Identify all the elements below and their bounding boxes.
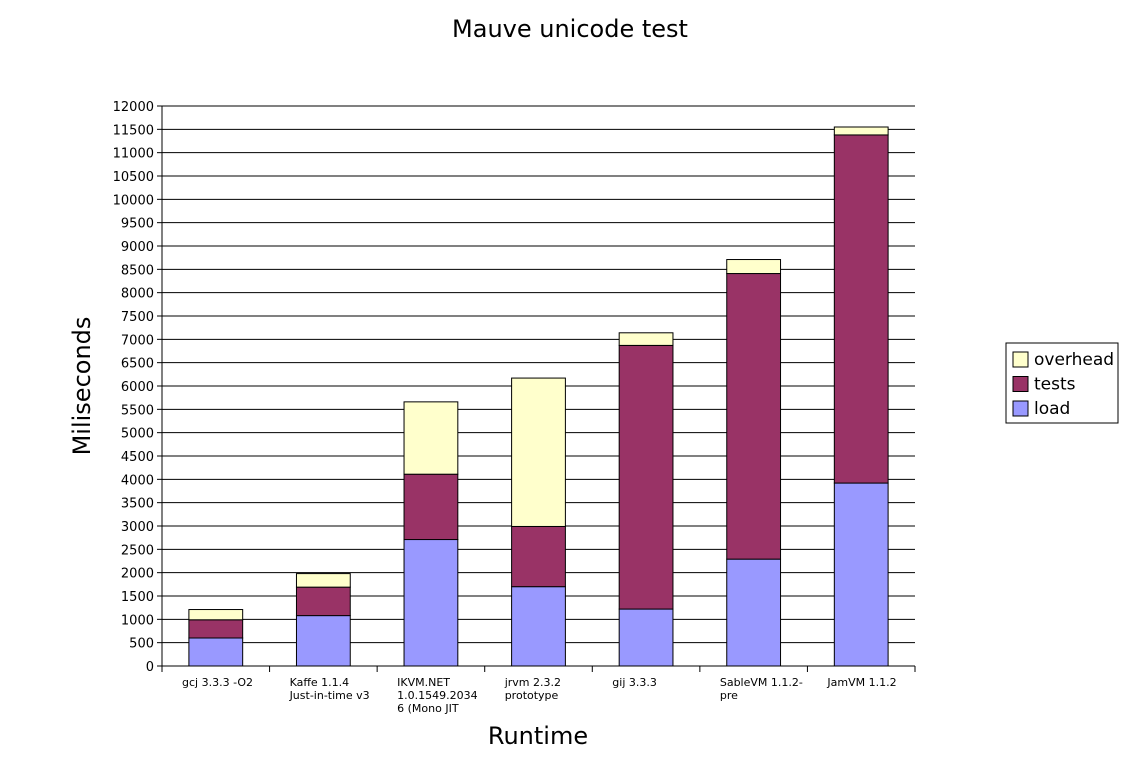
y-tick-label: 6000 — [121, 380, 154, 395]
y-tick-label: 7500 — [121, 310, 154, 325]
chart-title: Mauve unicode test — [452, 15, 688, 43]
legend-label-load: load — [1034, 399, 1070, 419]
y-axis-label: Miliseconds — [68, 317, 96, 456]
y-tick-label: 5500 — [121, 403, 154, 418]
bar-segment-tests — [511, 525, 566, 588]
y-tick-label: 11000 — [113, 147, 154, 162]
y-tick-label: 9500 — [121, 217, 154, 232]
x-axis-label: Runtime — [488, 722, 588, 750]
bar-segment-tests — [833, 134, 889, 484]
bar-segment-overhead — [295, 573, 351, 588]
x-category-label: SableVM 1.1.2-pre — [720, 676, 803, 702]
bar-segment-load — [618, 608, 674, 667]
legend-swatch-overhead — [1012, 351, 1029, 368]
y-tick-label: 3000 — [121, 520, 154, 535]
axes — [161, 106, 916, 672]
x-category-label: Kaffe 1.1.4 Just-in-time v3 — [289, 676, 370, 702]
x-category-label: JamVM 1.1.2 — [826, 676, 896, 689]
y-tick-label: 10000 — [113, 193, 154, 208]
bar-segment-overhead — [188, 609, 244, 621]
y-tick-label: 6500 — [121, 357, 154, 372]
bar-segment-overhead — [511, 377, 566, 527]
y-tick-label: 1500 — [121, 590, 154, 605]
bar-segment-load — [188, 637, 244, 667]
legend-label-overhead: overhead — [1034, 350, 1114, 370]
legend-swatch-tests — [1012, 376, 1029, 392]
bar-segment-overhead — [403, 401, 459, 475]
y-tick-label: 8000 — [121, 287, 154, 302]
y-tick-label: 500 — [129, 637, 154, 652]
bars — [188, 126, 889, 667]
y-tick-label: 4500 — [121, 450, 154, 465]
legend-swatch-load — [1012, 400, 1029, 417]
bar-segment-load — [833, 482, 889, 667]
bar-segment-overhead — [726, 259, 782, 275]
bar-segment-tests — [188, 619, 244, 639]
bar-segment-load — [295, 615, 351, 667]
y-tick-label: 4000 — [121, 473, 154, 488]
x-category-label: gcj 3.3.3 -O2 — [182, 676, 253, 689]
y-tick-label: 9000 — [121, 240, 154, 255]
y-tick-label: 2500 — [121, 543, 154, 558]
legend-label-tests: tests — [1034, 375, 1076, 395]
bar-segment-overhead — [833, 126, 889, 136]
bar-segment-tests — [295, 586, 351, 617]
legend: overhead tests load — [1005, 342, 1119, 424]
y-tick-label: 0 — [146, 660, 154, 675]
y-tick-label: 1000 — [121, 613, 154, 628]
y-tick-label: 3500 — [121, 497, 154, 512]
y-tick-label: 2000 — [121, 567, 154, 582]
x-category-label: jrvm 2.3.2 prototype — [504, 676, 561, 702]
y-tick-label: 11500 — [113, 123, 154, 138]
y-axis-ticks: 0 500 1000 1500 2000 2500 3000 3500 4000 4500 5000… — [113, 100, 162, 675]
x-category-label: gij 3.3.3 — [612, 676, 657, 689]
bar-segment-tests — [726, 273, 782, 560]
bar-segment-tests — [403, 473, 459, 541]
bar-segment-overhead — [618, 332, 674, 346]
y-tick-label: 5000 — [121, 427, 154, 442]
y-tick-label: 8500 — [121, 263, 154, 278]
bar-segment-load — [726, 558, 782, 667]
x-category-label: IKVM.NET 1.0.1549.2034 6 (Mono JIT — [397, 676, 477, 715]
bar-segment-load — [403, 539, 459, 667]
y-tick-label: 7000 — [121, 333, 154, 348]
bar-segment-tests — [618, 344, 674, 610]
y-tick-label: 12000 — [113, 100, 154, 115]
x-axis-categories: gcj 3.3.3 -O2 Kaffe 1.1.4 Just-in-time v3 I… — [182, 676, 897, 715]
y-tick-label: 10500 — [113, 170, 154, 185]
bar-segment-load — [511, 586, 566, 667]
gridlines — [162, 105, 915, 644]
